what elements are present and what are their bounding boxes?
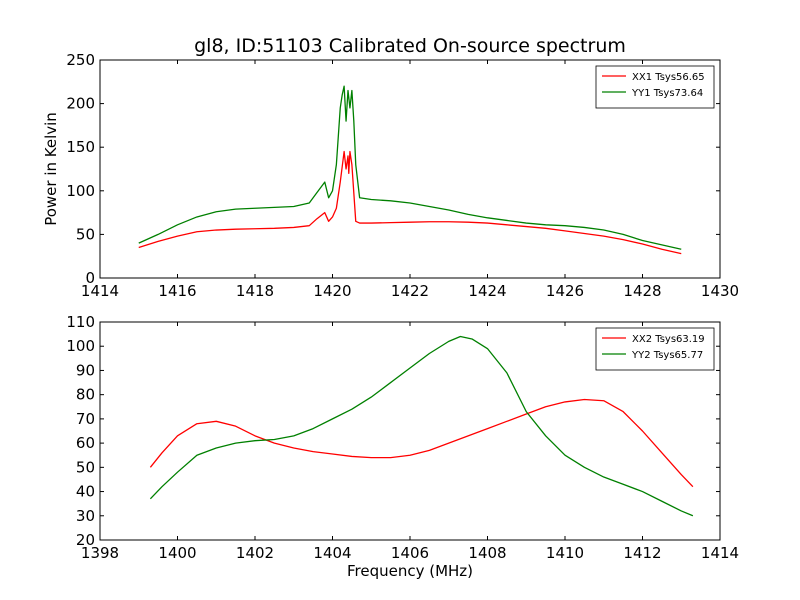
legend-entry-label: XX1 Tsys56.65: [632, 72, 705, 83]
legend-entry-label: XX2 Tsys63.19: [632, 334, 705, 345]
y-tick-label: 50: [76, 225, 95, 243]
y-tick-label: 40: [76, 483, 95, 501]
x-tick-label: 1414: [81, 282, 119, 300]
series-line-yy2: [149, 335, 694, 517]
x-tick-label: 1416: [158, 282, 196, 300]
x-tick-label: 1398: [81, 544, 119, 562]
legend-entry-label: YY1 Tsys73.64: [631, 88, 703, 99]
x-tick-label: 1402: [236, 544, 274, 562]
legend-entry-label: YY2 Tsys65.77: [631, 350, 703, 361]
x-tick-label: 1420: [313, 282, 351, 300]
x-tick-label: 1414: [701, 544, 739, 562]
x-tick-label: 1424: [468, 282, 506, 300]
y-tick-label: 100: [66, 182, 95, 200]
y-tick-label: 80: [76, 386, 95, 404]
x-tick-label: 1408: [468, 544, 506, 562]
series-line-yy1: [138, 85, 682, 250]
y-tick-label: 30: [76, 507, 95, 525]
x-tick-label: 1412: [623, 544, 661, 562]
y-tick-label: 100: [66, 337, 95, 355]
x-tick-label: 1406: [391, 544, 429, 562]
x-tick-label: 1410: [546, 544, 584, 562]
x-tick-label: 1428: [623, 282, 661, 300]
y-tick-label: 90: [76, 361, 95, 379]
y-tick-label: 60: [76, 434, 95, 452]
y-tick-label: 70: [76, 410, 95, 428]
y-tick-label: 0: [85, 269, 95, 287]
series-line-xx1: [138, 150, 682, 255]
x-tick-label: 1430: [701, 282, 739, 300]
y-tick-label: 110: [66, 313, 95, 331]
chart-panel-1: 1414 1416 1418 1420 1422 1424 1426 1428 1430 0 50 1…: [42, 51, 739, 300]
legend-box: [595, 65, 715, 109]
x-tick-label: 1418: [236, 282, 274, 300]
x-tick-label: 1422: [391, 282, 429, 300]
figure-title: gl8, ID:51103 Calibrated On-source spect…: [194, 35, 626, 57]
x-tick-label: 1400: [158, 544, 196, 562]
y-tick-label: 50: [76, 458, 95, 476]
series-line-xx2: [149, 398, 694, 488]
y-tick-label: 200: [66, 95, 95, 113]
legend: XX2 Tsys63.19 YY2 Tsys65.77: [595, 327, 715, 371]
legend: XX1 Tsys56.65 YY1 Tsys73.64: [595, 65, 715, 109]
y-tick-label: 20: [76, 531, 95, 549]
y-tick-label: 150: [66, 138, 95, 156]
x-axis-label: Frequency (MHz): [347, 562, 473, 580]
x-tick-label: 1404: [313, 544, 351, 562]
y-axis-label: Power in Kelvin: [42, 112, 60, 226]
x-tick-label: 1426: [546, 282, 584, 300]
plots-container: 1414 1416 1418 1420 1422 1424 1426 1428 14300501…: [42, 51, 739, 580]
chart-panel-2: 1398 1400 1402 1404 1406 1408 1410 1412 1414 20 30…: [66, 313, 739, 580]
y-tick-label: 250: [66, 51, 95, 69]
legend-box: [595, 327, 715, 371]
